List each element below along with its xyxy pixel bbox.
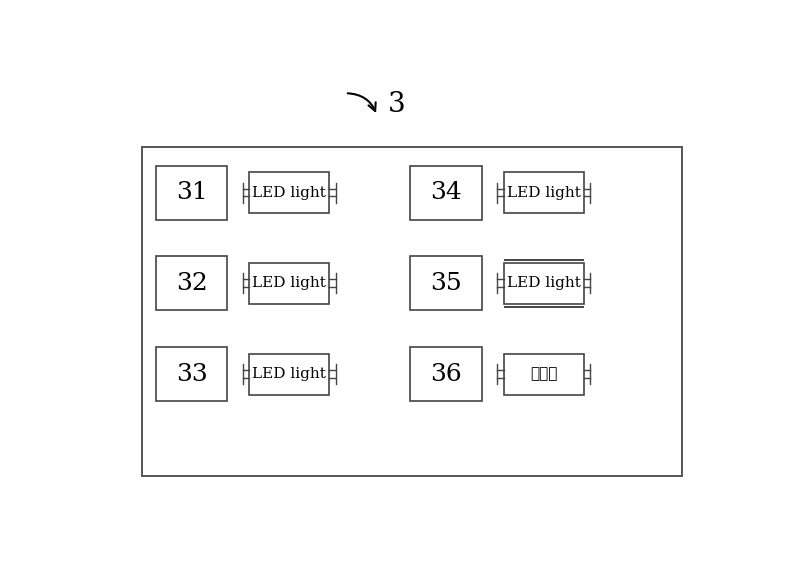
Bar bbox=[504, 263, 584, 304]
Text: LED light: LED light bbox=[507, 277, 581, 290]
Text: LED light: LED light bbox=[252, 186, 326, 200]
Text: 32: 32 bbox=[176, 272, 208, 295]
Text: 31: 31 bbox=[176, 181, 207, 204]
Bar bbox=[156, 256, 227, 310]
Text: 35: 35 bbox=[430, 272, 462, 295]
Bar bbox=[504, 172, 584, 213]
Bar bbox=[410, 165, 482, 219]
Text: 36: 36 bbox=[430, 362, 462, 385]
Text: LED light: LED light bbox=[507, 186, 581, 200]
Bar bbox=[156, 347, 227, 401]
Text: LED light: LED light bbox=[252, 277, 326, 290]
Text: 日光灯: 日光灯 bbox=[530, 367, 558, 381]
Text: LED light: LED light bbox=[252, 367, 326, 381]
Text: 3: 3 bbox=[388, 91, 406, 118]
Bar bbox=[249, 353, 330, 394]
Bar bbox=[249, 263, 330, 304]
Bar bbox=[410, 256, 482, 310]
Bar bbox=[142, 147, 682, 476]
Text: 33: 33 bbox=[176, 362, 208, 385]
Text: 34: 34 bbox=[430, 181, 462, 204]
Bar bbox=[249, 172, 330, 213]
Bar bbox=[410, 347, 482, 401]
Bar bbox=[504, 353, 584, 394]
Bar bbox=[156, 165, 227, 219]
